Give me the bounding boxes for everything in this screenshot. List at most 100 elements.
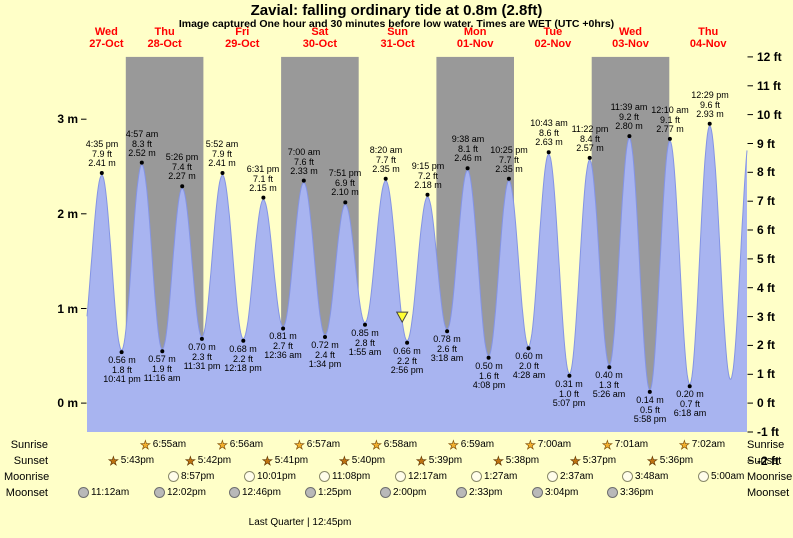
right-axis-label: 6 ft xyxy=(757,223,775,237)
moonset-entry: 2:00pm xyxy=(380,486,426,499)
sunrise-icon: ★ xyxy=(371,437,382,452)
high-tide-point xyxy=(343,200,348,205)
sunset-time: 5:36pm xyxy=(659,455,694,466)
moonset-entry: 3:36pm xyxy=(607,486,653,499)
high-tide-point xyxy=(707,121,712,126)
moonset-entry: 11:12am xyxy=(78,486,129,499)
moonset-time: 11:12am xyxy=(91,487,130,498)
moonrise-time: 11:08pm xyxy=(332,471,371,482)
moonrise-time: 12:17am xyxy=(408,471,447,482)
moonrise-icon xyxy=(168,471,179,482)
high-tide-label: 5:52 am 7.9 ft 2.41 m xyxy=(205,139,239,168)
day-header: Thu 04-Nov xyxy=(689,26,727,50)
moonset-time: 12:46pm xyxy=(242,487,281,498)
moonset-entry: 3:04pm xyxy=(532,486,578,499)
sunrise-row-label-left: Sunrise xyxy=(10,439,48,451)
sunrise-entry: ★ 6:58am xyxy=(371,438,417,451)
sunset-entry: ★ 5:38pm xyxy=(493,454,539,467)
low-tide-point xyxy=(486,355,491,360)
moonrise-entry: 12:17am xyxy=(395,470,447,483)
day-header: Tue 02-Nov xyxy=(534,26,572,50)
moonrise-time: 10:01pm xyxy=(257,471,296,482)
sunset-icon: ★ xyxy=(339,453,350,468)
right-axis-label: 8 ft xyxy=(757,165,775,180)
sunset-time: 5:38pm xyxy=(505,455,540,466)
moonrise-icon xyxy=(622,471,633,482)
right-axis-label: 11 ft xyxy=(757,78,782,93)
moonrise-time: 2:37am xyxy=(560,471,594,482)
high-tide-label: 11:39 am 9.2 ft 2.80 m xyxy=(610,102,648,131)
moonrise-icon xyxy=(395,471,406,482)
right-axis-label: 7 ft xyxy=(757,194,775,209)
high-tide-label: 4:35 pm 7.9 ft 2.41 m xyxy=(85,139,119,168)
right-axis-label: 9 ft xyxy=(757,136,775,151)
low-tide-label: 0.68 m 2.2 ft 12:18 pm xyxy=(224,344,262,373)
moonset-entry: 1:25pm xyxy=(305,486,351,499)
sunset-time: 5:41pm xyxy=(274,455,309,466)
sunset-entry: ★ 5:41pm xyxy=(262,454,308,467)
moonrise-icon xyxy=(471,471,482,482)
right-axis-label: 12 ft xyxy=(757,49,782,64)
high-tide-point xyxy=(465,166,470,171)
sunrise-row-label-right: Sunrise xyxy=(747,439,785,451)
high-tide-point xyxy=(99,171,104,175)
high-tide-point xyxy=(180,184,185,189)
low-tide-point xyxy=(567,373,572,378)
sunrise-icon: ★ xyxy=(525,437,536,452)
low-tide-point xyxy=(647,389,652,394)
sunset-icon: ★ xyxy=(416,453,427,468)
low-tide-label: 0.14 m 0.5 ft 5:58 pm xyxy=(633,395,667,424)
sunset-icon: ★ xyxy=(185,453,196,468)
moonrise-entry: 11:08pm xyxy=(319,470,370,483)
sunset-icon: ★ xyxy=(262,453,273,468)
low-tide-label: 0.31 m 1.0 ft 5:07 pm xyxy=(552,379,586,408)
day-header: Sat 30-Oct xyxy=(302,26,338,50)
sunset-entry: ★ 5:36pm xyxy=(647,454,693,467)
moonset-row-label-right: Moonset xyxy=(747,487,790,499)
high-tide-label: 12:10 am 9.1 ft 2.77 m xyxy=(651,105,689,134)
high-tide-label: 7:51 pm 6.9 ft 2.10 m xyxy=(328,168,362,197)
sunrise-entry: ★ 6:56am xyxy=(217,438,263,451)
right-axis-label: 4 ft xyxy=(757,280,775,295)
low-tide-point xyxy=(687,384,692,389)
low-tide-label: 0.40 m 1.3 ft 5:26 am xyxy=(592,370,626,399)
sunrise-icon: ★ xyxy=(294,437,305,452)
sunset-entry: ★ 5:40pm xyxy=(339,454,385,467)
sunrise-entry: ★ 7:00am xyxy=(525,438,571,451)
low-tide-label: 0.66 m 2.2 ft 2:56 pm xyxy=(390,346,424,375)
low-tide-label: 0.20 m 0.7 ft 6:18 am xyxy=(673,389,707,418)
low-tide-point xyxy=(405,340,410,345)
sunrise-icon: ★ xyxy=(217,437,228,452)
left-axis-label: 2 m xyxy=(57,206,78,221)
high-tide-label: 5:26 pm 7.4 ft 2.27 m xyxy=(165,152,199,181)
moonset-time: 3:04pm xyxy=(545,487,579,498)
sunrise-time: 6:58am xyxy=(383,439,418,450)
moonset-time: 2:33pm xyxy=(469,487,503,498)
sunset-icon: ★ xyxy=(570,453,581,468)
sunrise-time: 6:55am xyxy=(152,439,187,450)
chart-title: Zavial: falling ordinary tide at 0.8m (2… xyxy=(250,2,543,19)
high-tide-label: 10:43 am 8.6 ft 2.63 m xyxy=(530,118,568,147)
sunset-row-label-left: Sunset xyxy=(13,455,48,467)
moonrise-time: 5:00am xyxy=(711,471,745,482)
day-header: Sun 31-Oct xyxy=(380,26,415,50)
sunset-row-label-right: Sunset xyxy=(747,455,782,467)
low-tide-point xyxy=(607,365,612,370)
high-tide-label: 10:25 pm 7.7 ft 2.35 m xyxy=(490,145,528,174)
sunrise-time: 6:57am xyxy=(306,439,341,450)
moonset-time: 12:02pm xyxy=(167,487,206,498)
low-tide-point xyxy=(199,336,204,341)
moonset-row-label-left: Moonset xyxy=(5,487,48,499)
low-tide-label: 0.85 m 2.8 ft 1:55 am xyxy=(348,328,382,357)
left-axis-label: 1 m xyxy=(57,301,78,316)
low-tide-label: 0.72 m 2.4 ft 1:34 pm xyxy=(308,340,342,369)
sunset-time: 5:37pm xyxy=(582,455,617,466)
high-tide-label: 9:15 pm 7.2 ft 2.18 m xyxy=(411,161,445,190)
high-tide-label: 12:29 pm 9.6 ft 2.93 m xyxy=(691,90,729,119)
day-header: Wed 27-Oct xyxy=(89,26,124,50)
chart-subtitle: Image captured One hour and 30 minutes b… xyxy=(178,18,615,30)
moonset-icon xyxy=(154,487,165,498)
low-tide-point xyxy=(241,338,246,343)
moonset-icon xyxy=(229,487,240,498)
